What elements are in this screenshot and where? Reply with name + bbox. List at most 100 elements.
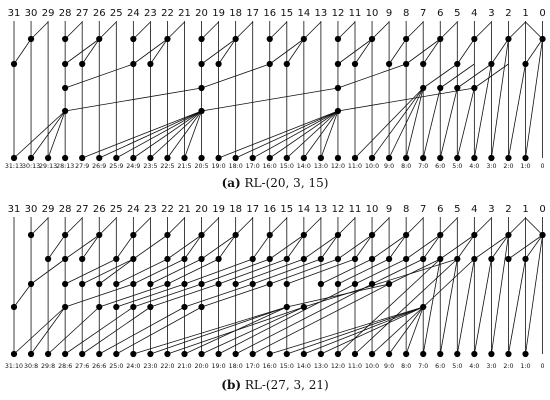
- prefix-edge: [64, 38, 100, 65]
- prefix-edge: [508, 63, 526, 159]
- span-label: 9:0: [384, 363, 394, 370]
- prefix-node: [368, 154, 376, 162]
- prefix-node: [130, 154, 137, 162]
- prefix-edge: [184, 110, 202, 159]
- prefix-node: [164, 231, 171, 239]
- bit-label: 0: [539, 204, 545, 215]
- prefix-edge: [201, 234, 236, 260]
- prefix-edge: [30, 258, 66, 285]
- diagram-b: 31 30 29 28 27 26 25 24 23 22 21 20 19 18 17 16 15 14 13 12…: [5, 204, 546, 370]
- caption-a-tag: (a): [221, 176, 241, 190]
- prefix-edge: [269, 306, 424, 355]
- prefix-edge: [439, 217, 458, 236]
- prefix-node: [130, 60, 137, 68]
- prefix-node: [300, 303, 307, 311]
- caption-b-tag: (b): [221, 378, 242, 392]
- span-label: 29:13: [39, 163, 57, 170]
- prefix-edge: [201, 21, 219, 40]
- span-label: 1:0: [520, 163, 530, 170]
- prefix-edge: [508, 234, 543, 260]
- prefix-node: [420, 303, 427, 311]
- prefix-node: [437, 84, 444, 92]
- prefix-edge: [303, 234, 339, 260]
- prefix-node: [130, 231, 137, 239]
- prefix-node: [437, 350, 444, 358]
- prefix-edge: [371, 87, 424, 159]
- prefix-edge: [422, 258, 475, 308]
- prefix-node: [471, 35, 478, 43]
- prefix-edge: [133, 234, 168, 260]
- bit-label: 2: [505, 8, 511, 19]
- span-label: 6:0: [435, 363, 445, 370]
- prefix-edge: [150, 110, 202, 159]
- prefix-edge: [354, 234, 373, 260]
- bit-label: 12: [332, 204, 345, 215]
- prefix-node: [403, 255, 410, 263]
- prefix-edge: [184, 283, 253, 308]
- prefix-node: [283, 350, 290, 358]
- span-label: 5:0: [452, 163, 462, 170]
- span-label: 28:13: [56, 163, 74, 170]
- prefix-node: [351, 154, 359, 162]
- prefix-edge: [133, 258, 185, 285]
- prefix-edge: [235, 110, 339, 159]
- prefix-edge: [201, 306, 305, 355]
- prefix-edge: [47, 110, 66, 159]
- bit-label: 0: [539, 8, 545, 19]
- prefix-edge: [508, 217, 526, 236]
- prefix-edge: [64, 217, 83, 236]
- prefix-edge: [405, 306, 424, 355]
- prefix-edge: [491, 234, 509, 355]
- prefix-node: [79, 154, 86, 162]
- span-label: 20:0: [194, 363, 208, 370]
- prefix-node: [147, 350, 154, 358]
- span-label: 24:0: [126, 363, 140, 370]
- bit-label: 16: [263, 204, 276, 215]
- span-label: 3:0: [486, 363, 496, 370]
- span-label: 26:6: [92, 363, 106, 370]
- prefix-edge: [150, 38, 168, 65]
- prefix-node: [198, 107, 205, 115]
- prefix-node: [215, 60, 222, 68]
- prefix-node: [505, 350, 512, 358]
- prefix-node: [420, 255, 427, 263]
- prefix-node: [300, 35, 307, 43]
- prefix-edge: [133, 38, 168, 65]
- bit-label: 8: [403, 204, 409, 215]
- prefix-node: [266, 255, 273, 263]
- prefix-node: [62, 255, 69, 263]
- bit-label: 22: [161, 8, 174, 19]
- prefix-edge: [218, 38, 236, 65]
- prefix-node: [368, 35, 376, 43]
- prefix-edge: [320, 110, 339, 159]
- prefix-edge: [99, 283, 168, 308]
- prefix-edge: [388, 87, 424, 159]
- prefix-edge: [303, 110, 339, 159]
- prefix-node: [113, 303, 120, 311]
- prefix-edge: [81, 234, 100, 260]
- prefix-node: [334, 350, 342, 358]
- prefix-edge: [99, 306, 185, 355]
- prefix-edge: [440, 63, 475, 89]
- prefix-edge: [235, 258, 304, 285]
- prefix-node: [351, 255, 359, 263]
- prefix-edge: [439, 87, 458, 159]
- prefix-node: [488, 154, 495, 162]
- prefix-node: [403, 231, 410, 239]
- prefix-edge: [473, 258, 492, 355]
- prefix-node: [130, 35, 137, 43]
- bit-label: 3: [488, 8, 494, 19]
- prefix-edge: [116, 110, 202, 159]
- prefix-edge: [491, 38, 509, 159]
- prefix-node: [334, 35, 342, 43]
- bit-label: 25: [110, 204, 123, 215]
- prefix-edge: [473, 63, 492, 159]
- span-label: 16:0: [263, 163, 277, 170]
- prefix-node: [454, 60, 461, 68]
- prefix-node: [10, 60, 18, 68]
- prefix-node: [215, 255, 222, 263]
- prefix-edge: [201, 38, 236, 65]
- bit-label: 15: [280, 8, 293, 19]
- diagram-a: 31 30 29 28 27 26 25 24 23 22 21 20 19 18 17 16 15 14 13 12…: [5, 8, 546, 170]
- prefix-node: [403, 35, 410, 43]
